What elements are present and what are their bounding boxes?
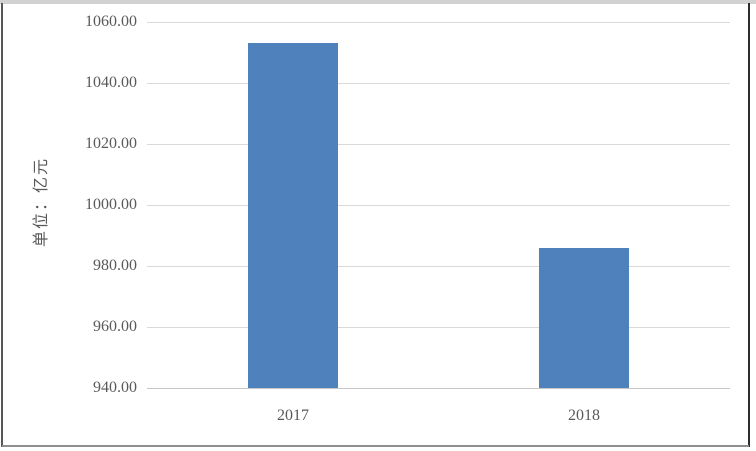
y-axis-title: 单位：亿元 [33,156,50,248]
x-category-label: 2017 [277,407,309,424]
y-tick-label: 1000.00 [85,196,137,213]
gridline [147,83,730,84]
y-tick-label: 1060.00 [85,13,137,30]
y-tick-label: 1020.00 [85,135,137,152]
image-border-right [748,3,750,447]
y-tick-label: 960.00 [93,318,137,335]
gridline [147,205,730,206]
image-border-left [1,3,3,447]
x-category-label: 2018 [568,407,600,424]
image-border-bottom [2,445,749,447]
bar-2017 [248,43,338,388]
gridline [147,144,730,145]
image-border-top [0,0,756,4]
bar-2018 [539,248,629,388]
gridline [147,22,730,23]
gridline [147,266,730,267]
y-tick-label: 940.00 [93,379,137,396]
y-tick-label: 980.00 [93,257,137,274]
x-axis-line [147,388,730,389]
y-tick-label: 1040.00 [85,74,137,91]
gridline [147,327,730,328]
